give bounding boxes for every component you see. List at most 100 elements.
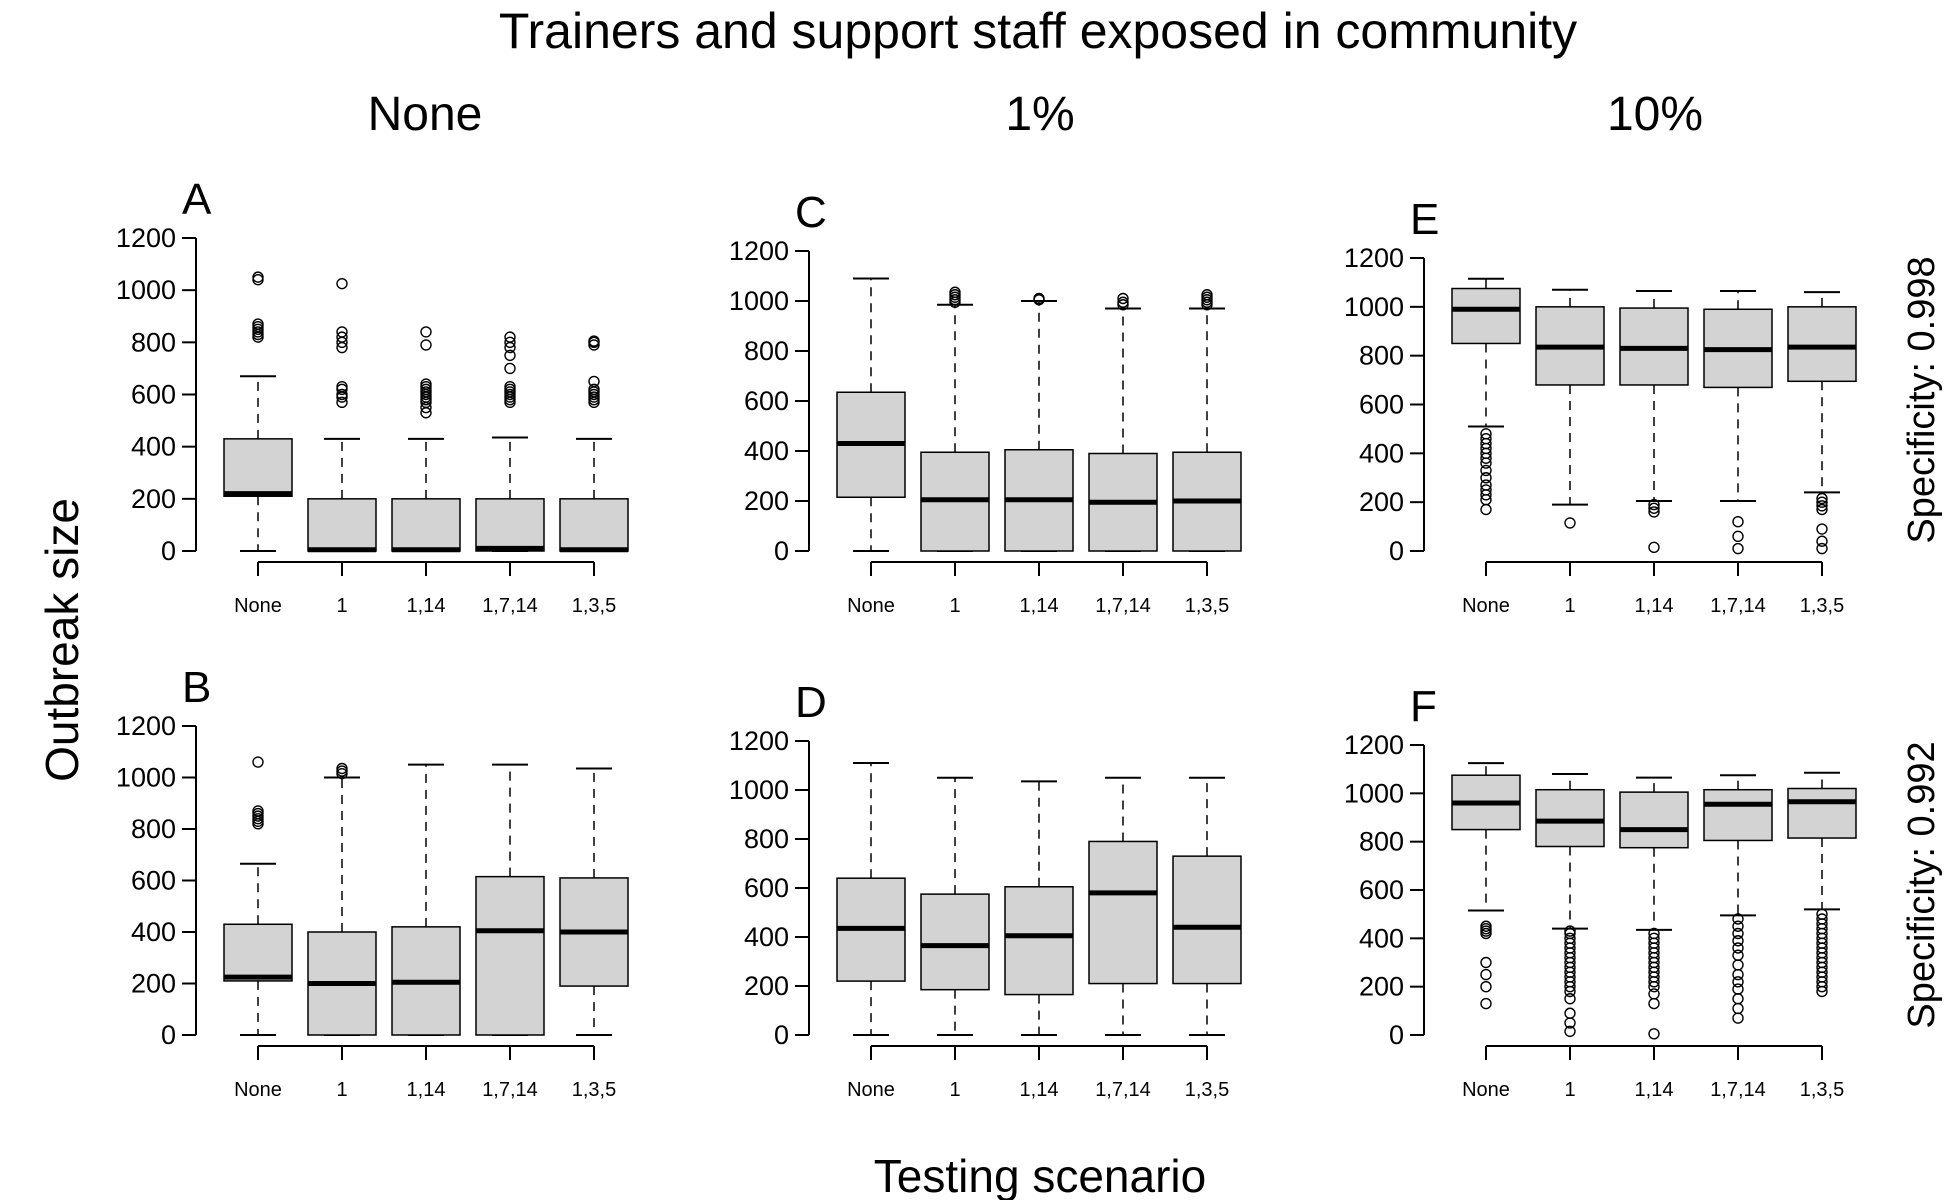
panel-d-box-2-iqr bbox=[1004, 886, 1074, 996]
panel-b-x-tick-label-0: None bbox=[234, 1079, 282, 1101]
panel-b-y-tick-label-800: 800 bbox=[131, 814, 176, 844]
panel-e-box-0-outlier-6 bbox=[1480, 464, 1492, 477]
panel-f-box-3-outlier-3 bbox=[1732, 983, 1744, 995]
panel-e-y-tick-label-600: 600 bbox=[1359, 390, 1404, 420]
panel-c-x-tick-label-2: 1,14 bbox=[1020, 595, 1059, 617]
panel-c-box-2-outlier-1 bbox=[1033, 292, 1045, 305]
panel-e-box-0-outlier-4 bbox=[1480, 479, 1492, 491]
panel-c-y-tick-label-200: 200 bbox=[744, 486, 789, 516]
panel-a-x-tick-label-2: 1,14 bbox=[407, 595, 446, 617]
panel-a-box-2-outlier-10 bbox=[420, 339, 432, 351]
panel-f-box-3-outlier-5 bbox=[1732, 968, 1744, 981]
panel-e-box-0-iqr bbox=[1451, 287, 1521, 345]
panel-c-y-tick-label-400: 400 bbox=[744, 436, 789, 466]
panel-b-y-tick-label-600: 600 bbox=[131, 866, 176, 896]
panel-b-x-tick-label-4: 1,3,5 bbox=[572, 1079, 616, 1101]
panel-f-box-4-iqr bbox=[1787, 787, 1857, 839]
panel-e-box-4-outlier-3 bbox=[1816, 503, 1828, 516]
panel-a-box-4-outlier-6 bbox=[588, 375, 600, 388]
panel-f-box-3-outlier-8 bbox=[1732, 942, 1744, 954]
panel-a-y-tick-label-1200: 1200 bbox=[116, 223, 176, 253]
panel-f-x-tick-label-2: 1,14 bbox=[1635, 1079, 1674, 1101]
panel-d-box-1-iqr bbox=[920, 893, 990, 991]
panel-d-y-tick-label-1000: 1000 bbox=[729, 775, 789, 805]
panel-e-letter: E bbox=[1410, 195, 1439, 244]
panel-f-box-3-outlier-6 bbox=[1732, 959, 1744, 971]
panel-c-box-3-outlier-2 bbox=[1117, 292, 1129, 305]
panel-e-box-0-outlier-3 bbox=[1480, 484, 1492, 496]
panel-f-box-0-outlier-3 bbox=[1480, 956, 1492, 969]
panel-a-box-1-outlier-4 bbox=[336, 380, 348, 393]
panel-f-x-tick-label-3: 1,7,14 bbox=[1710, 1079, 1766, 1101]
panel-a-box-3-outlier-6 bbox=[504, 380, 516, 393]
panel-c-y-tick-label-1000: 1000 bbox=[729, 286, 789, 316]
panel-f-y-tick-label-1000: 1000 bbox=[1344, 778, 1404, 808]
panel-a-box-3-outlier-8 bbox=[504, 349, 516, 362]
panel-a-y-tick-label-600: 600 bbox=[131, 380, 176, 410]
panel-f-box-2-outlier-1 bbox=[1648, 997, 1660, 1010]
panel-a-x-tick-label-3: 1,7,14 bbox=[482, 595, 538, 617]
panel-a-box-1-iqr bbox=[307, 498, 377, 552]
panel-f-box-3-outlier-12 bbox=[1732, 913, 1744, 925]
panel-a-box-2-outlier-9 bbox=[420, 378, 432, 390]
panel-f-box-1-outlier-17 bbox=[1564, 925, 1576, 937]
panel-e-box-2-outlier-2 bbox=[1648, 502, 1660, 514]
panel-a-box-4-outlier-5 bbox=[588, 383, 600, 395]
panel-f-box-1-outlier-3 bbox=[1564, 993, 1576, 1005]
panel-e-y-tick-label-800: 800 bbox=[1359, 341, 1404, 371]
panel-f-box-1-outlier-15 bbox=[1564, 932, 1576, 945]
row-label-top: Specificity: 0.998 bbox=[1901, 256, 1943, 543]
panel-f-y-tick-label-0: 0 bbox=[1389, 1020, 1404, 1050]
panel-a-box-0-iqr bbox=[223, 438, 293, 497]
panel-e-y-tick-label-1200: 1200 bbox=[1344, 243, 1404, 273]
panel-e-box-4-outlier-4 bbox=[1816, 500, 1828, 512]
panel-e-box-4-outlier-1 bbox=[1816, 535, 1828, 547]
panel-a-box-1-outlier-2 bbox=[336, 388, 348, 401]
panel-d-x-tick-label-2: 1,14 bbox=[1020, 1079, 1059, 1101]
column-header-1pct: 1% bbox=[1005, 88, 1074, 141]
panel-e-box-4-outlier-0 bbox=[1816, 542, 1828, 555]
panel-a-box-1-outlier-7 bbox=[336, 331, 348, 343]
panel-c-y-tick-label-600: 600 bbox=[744, 386, 789, 416]
panel-f-box-2-iqr bbox=[1619, 791, 1689, 849]
panel-f-box-2-outlier-13 bbox=[1648, 932, 1660, 945]
panel-f-box-0-outlier-7 bbox=[1480, 920, 1492, 932]
panel-f-box-0-outlier-2 bbox=[1480, 968, 1492, 981]
panel-e-box-0-outlier-12 bbox=[1480, 432, 1492, 445]
panel-b-y-tick-label-400: 400 bbox=[131, 917, 176, 947]
panel-e-x-tick-label-4: 1,3,5 bbox=[1800, 595, 1844, 617]
row-label-bottom: Specificity: 0.992 bbox=[1901, 741, 1943, 1028]
panel-f-box-3-outlier-11 bbox=[1732, 920, 1744, 932]
column-header-none: None bbox=[368, 88, 483, 141]
panel-e-box-3-outlier-2 bbox=[1732, 516, 1744, 528]
panel-c-x-tick-label-0: None bbox=[847, 595, 895, 617]
panel-a-x-tick-label-0: None bbox=[234, 595, 282, 617]
panel-f-y-tick-label-800: 800 bbox=[1359, 827, 1404, 857]
panel-f-box-3-outlier-7 bbox=[1732, 949, 1744, 961]
panel-f-box-1-outlier-0 bbox=[1564, 1025, 1576, 1038]
panel-f-box-4-outlier-15 bbox=[1816, 913, 1828, 925]
panel-d-x-tick-label-0: None bbox=[847, 1079, 895, 1101]
panel-a-box-4-outlier-9 bbox=[588, 335, 600, 347]
panel-d-x-tick-label-3: 1,7,14 bbox=[1095, 1079, 1151, 1101]
panel-c-box-4-outlier-4 bbox=[1201, 289, 1213, 301]
panel-b-x-tick-label-1: 1 bbox=[336, 1079, 347, 1101]
panel-b-y-tick-label-1200: 1200 bbox=[116, 711, 176, 741]
panel-f-box-2-outlier-14 bbox=[1648, 927, 1660, 940]
panel-a-y-tick-label-200: 200 bbox=[131, 484, 176, 514]
panel-f-y-tick-label-400: 400 bbox=[1359, 923, 1404, 953]
panel-f-x-tick-label-4: 1,3,5 bbox=[1800, 1079, 1844, 1101]
panel-a-letter: A bbox=[182, 175, 212, 224]
panel-d-y-tick-label-0: 0 bbox=[774, 1020, 789, 1050]
panel-b-x-tick-label-2: 1,14 bbox=[407, 1079, 446, 1101]
panel-f-box-4-outlier-16 bbox=[1816, 908, 1828, 920]
panel-e-box-0-outlier-5 bbox=[1480, 472, 1492, 484]
panel-b-box-0-outlier-6 bbox=[252, 756, 264, 768]
panel-f-box-3-outlier-4 bbox=[1732, 976, 1744, 988]
panel-d-letter: D bbox=[795, 678, 827, 727]
panel-d-x-tick-label-4: 1,3,5 bbox=[1185, 1079, 1229, 1101]
panel-c-x-tick-label-1: 1 bbox=[949, 595, 960, 617]
panel-f-box-3-outlier-9 bbox=[1732, 935, 1744, 947]
panel-a-box-0-outlier-7 bbox=[252, 271, 264, 283]
panel-a-box-3-iqr bbox=[475, 498, 545, 552]
